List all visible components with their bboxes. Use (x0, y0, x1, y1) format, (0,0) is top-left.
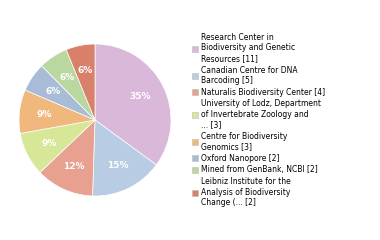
Text: 9%: 9% (42, 138, 57, 148)
Text: 15%: 15% (106, 161, 128, 170)
Text: 6%: 6% (59, 73, 74, 82)
Legend: Research Center in
Biodiversity and Genetic
Resources [11], Canadian Centre for : Research Center in Biodiversity and Gene… (190, 31, 326, 209)
Text: 6%: 6% (78, 66, 93, 75)
Wedge shape (40, 120, 95, 196)
Wedge shape (20, 120, 95, 172)
Wedge shape (66, 44, 95, 120)
Wedge shape (25, 66, 95, 120)
Text: 12%: 12% (63, 162, 85, 171)
Text: 9%: 9% (37, 110, 52, 119)
Wedge shape (19, 90, 95, 133)
Text: 35%: 35% (130, 92, 151, 102)
Text: 6%: 6% (45, 87, 60, 96)
Wedge shape (93, 120, 156, 196)
Wedge shape (95, 44, 171, 165)
Wedge shape (42, 50, 95, 120)
